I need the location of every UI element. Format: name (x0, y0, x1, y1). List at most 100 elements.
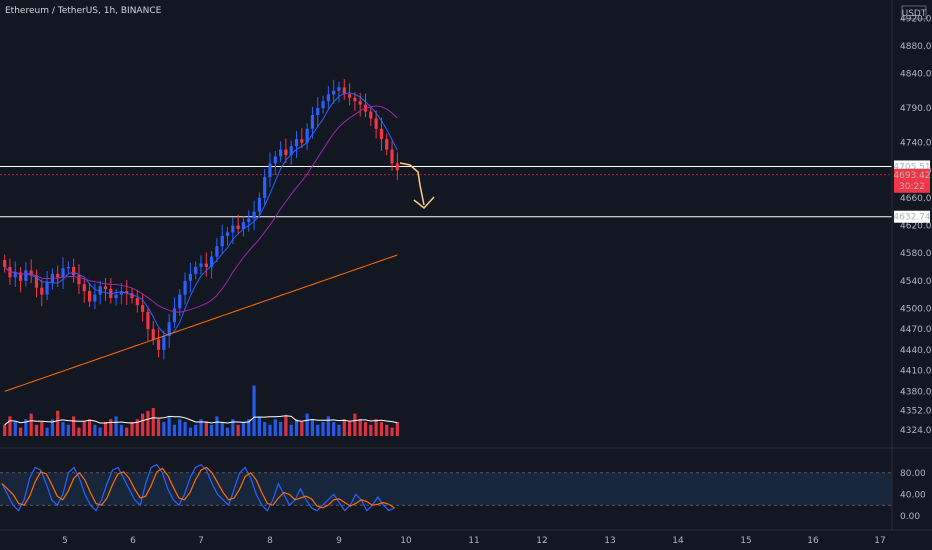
volume-bar (332, 422, 336, 436)
candle-body (300, 139, 304, 143)
candle-body (114, 294, 118, 299)
last-price-badge (894, 168, 930, 193)
date-tick-label: 6 (130, 536, 136, 546)
volume-bar (87, 419, 92, 436)
candle-body (13, 272, 17, 278)
candle-body (66, 266, 70, 269)
candle-body (178, 294, 182, 309)
volume-bar (374, 419, 378, 436)
volume-bar (294, 419, 299, 436)
candle-body (151, 329, 155, 340)
volume-bar (379, 422, 384, 436)
volume-bar (310, 419, 315, 436)
price-tick-label: 4380.00 (900, 387, 932, 397)
candle-body (40, 287, 44, 295)
candle-body (24, 270, 28, 281)
volume-bar (305, 413, 309, 436)
stoch-tick-label: 40.00 (900, 490, 926, 500)
volume-bar (114, 416, 118, 436)
volume-bar (252, 385, 256, 436)
candle-body (294, 139, 299, 147)
candle-body (385, 139, 389, 150)
volume-bar (45, 427, 49, 436)
volume-bar (146, 410, 150, 436)
price-tick-label: 4920.00 (900, 14, 932, 24)
candle-body (374, 118, 378, 129)
date-tick-label: 5 (62, 536, 68, 546)
candle-body (199, 263, 203, 267)
volume-bar (61, 422, 65, 436)
candle-body (87, 291, 92, 302)
volume-bar (130, 422, 134, 436)
currency-label: USDT (902, 9, 927, 19)
volume-bar (247, 419, 251, 436)
candle-body (231, 225, 235, 233)
volume-bar (231, 419, 235, 436)
candle-body (77, 275, 81, 285)
level-price-label: 4705.51 (893, 162, 930, 172)
candle-body (220, 235, 224, 247)
price-tick-label: 4324.00 (900, 426, 932, 436)
candle-body (93, 294, 97, 302)
ma-slow-line (4, 254, 398, 392)
volume-bar (135, 419, 139, 436)
volume-bar (109, 419, 113, 436)
volume-bar (98, 427, 102, 436)
candle-body (279, 149, 283, 157)
candle-body (321, 101, 325, 109)
candle-body (263, 177, 267, 198)
stoch-band (0, 472, 892, 506)
volume-bar (210, 424, 214, 436)
date-tick-label: 17 (874, 536, 885, 546)
candle-body (379, 128, 384, 140)
volume-bar (236, 424, 240, 436)
volume-bar (40, 422, 44, 436)
volume-bar (326, 416, 330, 436)
volume-bar (24, 419, 28, 436)
price-tick-label: 4620.00 (900, 222, 932, 232)
volume-bar (178, 419, 182, 436)
volume-bar (194, 424, 198, 436)
price-tick-label: 4880.00 (900, 42, 932, 52)
volume-bar (93, 424, 97, 436)
candle-body (18, 272, 23, 281)
volume-bar (13, 422, 17, 436)
chart-title: Ethereum / TetherUS, 1h, BINANCE (5, 6, 162, 16)
volume-bar (141, 413, 145, 436)
candle-body (316, 108, 320, 115)
ma-fast-line (4, 92, 398, 336)
candle-body (236, 225, 240, 229)
volume-bar (263, 422, 267, 436)
volume-ma-line (4, 415, 398, 426)
volume-bar (188, 427, 192, 436)
date-tick-label: 10 (400, 536, 412, 546)
volume-bar (34, 424, 39, 436)
volume-bar (204, 422, 208, 436)
stoch-tick-label: 0.00 (900, 512, 920, 522)
candle-body (82, 284, 86, 292)
candle-body (135, 298, 139, 305)
candle-body (326, 94, 330, 102)
volume-bar (167, 416, 171, 436)
candle-body (162, 336, 166, 350)
candle-body (241, 222, 246, 229)
volume-bar (257, 416, 261, 436)
volume-bar (241, 422, 246, 436)
volume-bar (77, 427, 81, 436)
annotation-arrow-path[interactable] (399, 162, 425, 206)
volume-bar (395, 422, 399, 436)
volume-bar (172, 424, 177, 436)
candle-body (45, 282, 49, 295)
volume-bar (284, 416, 288, 436)
volume-bar (125, 427, 129, 436)
stoch-tick-label: 80.00 (900, 469, 926, 479)
volume-bar (8, 416, 12, 436)
date-tick-label: 16 (807, 536, 819, 546)
candle-body (183, 280, 187, 295)
volume-bar (316, 424, 320, 436)
candle-body (103, 286, 108, 290)
volume-bar (358, 419, 362, 436)
candle-body (225, 232, 230, 236)
volume-bar (151, 408, 155, 436)
